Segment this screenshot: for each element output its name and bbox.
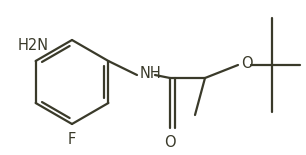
Text: H2N: H2N (18, 38, 49, 53)
Text: O: O (164, 135, 176, 150)
Text: F: F (68, 132, 76, 147)
Text: O: O (241, 55, 253, 71)
Text: NH: NH (140, 66, 162, 80)
